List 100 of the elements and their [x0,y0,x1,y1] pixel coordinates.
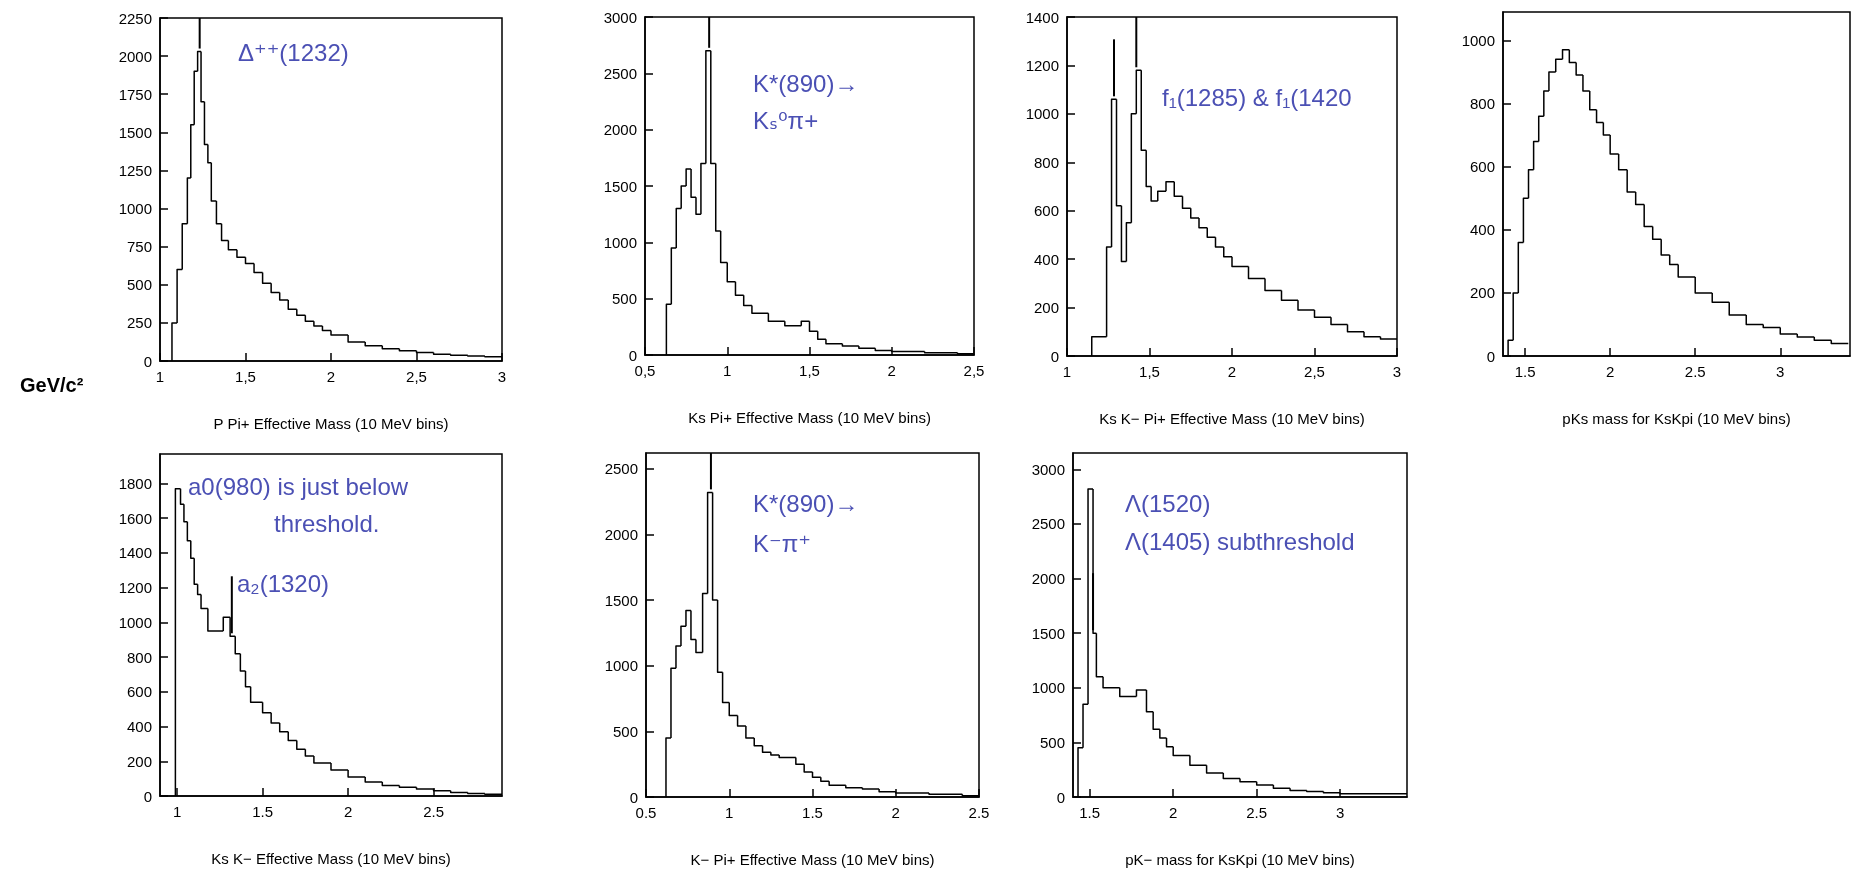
y-tick-label: 800 [1033,153,1059,171]
text: GeV/c² [20,374,84,396]
x-tick-label: 1.5 [1079,804,1101,821]
y-tick-label: 2500 [1031,515,1065,533]
y-tick-label: 600 [1469,158,1495,176]
y-tick-label: 500 [126,276,152,294]
x-tick-label: 3 [1776,363,1785,380]
y-tick-label: 500 [612,722,638,740]
annotation: threshold. [274,509,380,537]
x-tick-label: 2 [1169,804,1178,821]
x-tick-label: 2,5 [963,362,985,379]
x-tick-label: 2,5 [406,368,427,385]
y-tick-label: 0 [1056,788,1065,806]
x-tick-label: 1 [155,368,165,385]
y-tick-label: 750 [126,238,152,256]
x-tick-label: 1,5 [235,368,256,385]
annotation: K*(890)→ [753,69,859,97]
annotation: Λ(1405) subthreshold [1125,527,1355,555]
x-tick-label: 2.5 [968,804,990,821]
y-tick-label: 200 [126,752,152,770]
x-tick-label: 2,5 [1304,363,1325,380]
y-tick-label: 3000 [1031,460,1065,478]
y-tick-label: 1500 [118,123,152,141]
annotation: f₁(1285) & f₁(1420 [1162,83,1352,111]
y-tick-label: 400 [1469,221,1495,239]
y-tick-label: 500 [1039,733,1065,751]
x-tick-label: 1,5 [799,362,820,379]
x-tick-label: 1.5 [802,804,823,821]
x-axis-title: pK− mass for KsKpi (10 MeV bins) [1125,851,1355,868]
x-axis-title: Ks K− Pi+ Effective Mass (10 MeV bins) [1099,410,1365,427]
y-tick-label: 800 [1469,95,1495,113]
y-tick-label: 1250 [118,161,152,179]
x-tick-label: 1 [172,803,182,820]
y-tick-label: 500 [611,290,637,308]
x-axis-title: Ks K− Effective Mass (10 MeV bins) [211,850,451,867]
x-tick-label: 2 [343,803,353,820]
y-tick-label: 1500 [604,591,638,609]
y-tick-label: 3000 [603,8,637,26]
x-tick-label: 2 [1227,363,1237,380]
y-tick-label: 400 [126,718,152,736]
y-tick-label: 2000 [603,121,637,139]
x-tick-label: 3 [497,368,507,385]
x-tick-label: 2.5 [423,803,445,820]
x-axis-title: Ks Pi+ Effective Mass (10 MeV bins) [688,409,931,426]
y-tick-label: 0 [143,787,152,805]
y-tick-label: 250 [126,314,152,332]
annotation: K⁻π⁺ [753,529,811,557]
y-tick-label: 2500 [603,64,637,82]
x-tick-label: 3 [1392,363,1402,380]
y-tick-label: 1800 [118,475,152,493]
y-tick-label: 1000 [1461,31,1495,49]
x-axis-title: K− Pi+ Effective Mass (10 MeV bins) [690,851,935,868]
x-tick-label: 2.5 [1246,804,1268,821]
y-tick-label: 1500 [1031,624,1065,642]
y-tick-label: 1000 [1031,679,1065,697]
y-tick-label: 1200 [118,579,152,597]
y-tick-label: 0 [143,352,152,370]
annotation: a0(980) is just below [188,472,409,500]
y-tick-label: 0 [629,788,638,806]
x-tick-label: 2 [887,362,896,379]
y-tick-label: 1500 [603,177,637,195]
annotation: K*(890)→ [753,489,859,517]
x-tick-label: 3 [1336,804,1345,821]
y-tick-label: 1200 [1025,56,1059,74]
x-tick-label: 2.5 [1684,363,1706,380]
y-tick-label: 1000 [118,613,152,631]
y-tick-label: 1000 [118,200,152,218]
x-tick-label: 1,5 [1139,363,1160,380]
x-tick-label: 0.5 [635,804,657,821]
y-tick-label: 200 [1033,299,1059,317]
y-tick-label: 1400 [118,544,152,562]
y-tick-label: 600 [126,683,152,701]
annotation: a₂(1320) [237,569,330,597]
x-axis-title: pKs mass for KsKpi (10 MeV bins) [1562,410,1791,427]
y-tick-label: 1000 [604,657,638,675]
y-tick-label: 1750 [118,85,152,103]
x-tick-label: 2 [891,804,900,821]
annotation: Δ⁺⁺(1232) [238,38,349,66]
annotation: Kₛ⁰π+ [753,106,819,134]
y-tick-label: 200 [1469,284,1495,302]
y-tick-label: 0 [1486,347,1495,365]
x-tick-label: 1.5 [1514,363,1536,380]
y-tick-label: 1600 [118,509,152,527]
x-tick-label: 1.5 [252,803,274,820]
y-tick-label: 2000 [118,47,152,65]
y-tick-label: 0 [628,346,637,364]
annotation: Λ(1520) [1125,489,1211,517]
x-axis-title: P Pi+ Effective Mass (10 MeV bins) [213,415,449,432]
y-tick-label: 400 [1033,250,1059,268]
x-tick-label: 0,5 [634,362,656,379]
y-tick-label: 800 [126,648,152,666]
y-tick-label: 2000 [1031,570,1065,588]
x-tick-label: 1 [723,362,732,379]
y-tick-label: 1000 [603,233,637,251]
x-tick-label: 2 [1605,363,1615,380]
x-tick-label: 2 [326,368,336,385]
y-tick-label: 2250 [118,9,152,27]
y-tick-label: 1400 [1025,8,1059,26]
x-tick-label: 1 [725,804,734,821]
y-tick-label: 2500 [604,460,638,478]
